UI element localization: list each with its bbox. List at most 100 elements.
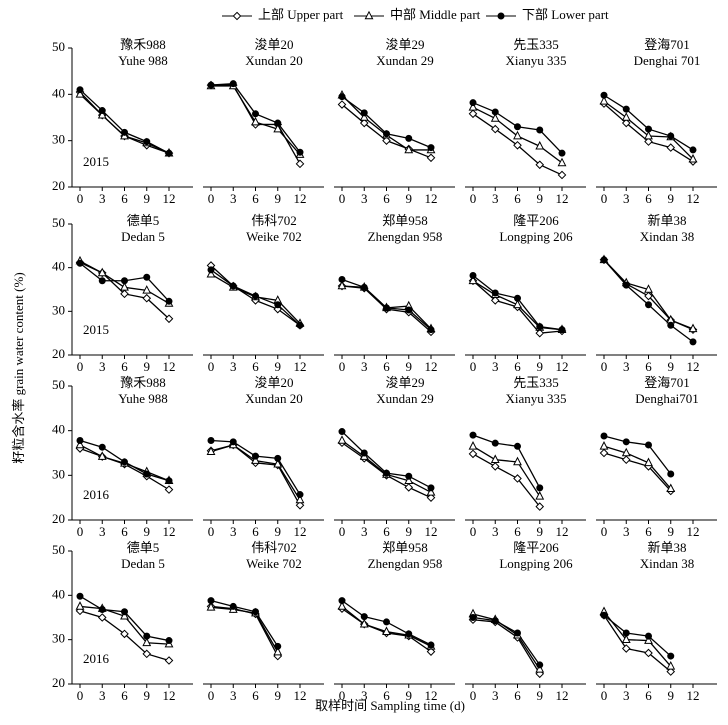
y-tick-label: 20	[52, 346, 65, 361]
x-tick-label: 3	[361, 524, 368, 539]
data-point	[252, 608, 259, 616]
legend-label: 中部 Middle part	[390, 7, 481, 22]
x-tick-label: 12	[163, 359, 176, 374]
data-point	[491, 439, 499, 447]
panel-title-cn: 浚单20	[254, 37, 293, 52]
x-tick-label: 0	[470, 688, 477, 703]
x-tick-label: 6	[121, 688, 128, 703]
data-point	[622, 438, 630, 446]
data-point	[490, 454, 500, 463]
panel-title-cn: 浚单29	[385, 375, 424, 390]
x-tick-label: 6	[252, 359, 259, 374]
x-tick-label: 0	[208, 191, 215, 206]
y-tick-label: 30	[52, 132, 65, 147]
series-line	[210, 606, 279, 653]
panel-title-cn: 新单38	[647, 213, 686, 228]
x-tick-label: 3	[492, 359, 499, 374]
x-tick-label: 12	[556, 359, 569, 374]
data-point	[622, 629, 630, 637]
x-tick-label: 3	[230, 359, 237, 374]
series-line	[472, 445, 541, 497]
x-tick-label: 0	[470, 191, 477, 206]
data-point	[621, 112, 631, 121]
data-point	[142, 293, 152, 303]
data-point	[382, 136, 391, 145]
panel-title-en: Dedan 5	[121, 229, 165, 244]
panel-title-en: Xianyu 335	[505, 391, 566, 406]
data-point	[296, 321, 304, 329]
x-tick-label: 9	[275, 688, 282, 703]
series-line	[472, 434, 541, 489]
x-tick-label: 0	[339, 524, 346, 539]
data-point	[207, 597, 215, 605]
panel-title-cn: 伟科702	[251, 540, 297, 555]
x-tick-label: 3	[99, 359, 106, 374]
data-point	[75, 601, 85, 610]
data-point	[121, 608, 128, 616]
data-point	[667, 321, 675, 329]
panel-title-en: Zhengdan 958	[368, 556, 443, 571]
series-line	[472, 616, 541, 666]
data-point	[252, 452, 259, 460]
x-tick-label: 12	[163, 688, 176, 703]
data-point	[535, 664, 545, 673]
data-point	[383, 130, 390, 138]
panel-title-en: Yuhe 988	[118, 391, 167, 406]
data-point	[229, 282, 237, 290]
data-point	[468, 102, 478, 111]
panel-title-cn: 伟科702	[251, 213, 297, 228]
data-point	[427, 144, 435, 152]
data-point	[405, 306, 413, 314]
x-tick-label: 12	[687, 359, 700, 374]
x-tick-label: 0	[601, 524, 608, 539]
data-point	[513, 474, 522, 483]
legend-marker	[364, 10, 374, 20]
data-point	[360, 109, 368, 117]
data-point	[667, 470, 675, 478]
y-tick-label: 40	[52, 85, 65, 100]
x-tick-label: 12	[425, 359, 438, 374]
x-tick-label: 9	[406, 191, 413, 206]
data-point	[121, 277, 128, 285]
data-point	[621, 447, 631, 457]
series-line	[603, 614, 672, 657]
data-point	[97, 267, 107, 277]
data-point	[273, 458, 283, 468]
data-point	[644, 291, 653, 301]
x-tick-label: 0	[601, 359, 608, 374]
panel-title-cn: 郑单958	[382, 213, 428, 228]
data-point	[143, 273, 151, 281]
data-point	[622, 105, 630, 113]
data-point	[164, 656, 174, 665]
x-tick-label: 3	[361, 191, 368, 206]
data-point	[296, 148, 304, 156]
y-tick-label: 40	[52, 422, 65, 437]
x-tick-label: 12	[425, 191, 438, 206]
data-point	[621, 118, 631, 128]
data-point	[621, 455, 631, 465]
data-point	[666, 660, 676, 670]
x-tick-label: 9	[275, 359, 282, 374]
panel-title-en: Xundan 29	[376, 391, 433, 406]
x-tick-label: 3	[623, 359, 630, 374]
data-point	[207, 266, 215, 274]
data-point	[536, 323, 544, 331]
y-tick-label: 20	[52, 178, 65, 193]
x-tick-label: 12	[163, 524, 176, 539]
data-point	[468, 275, 478, 285]
x-tick-label: 0	[208, 688, 215, 703]
x-tick-label: 9	[537, 688, 544, 703]
data-point	[689, 146, 697, 154]
data-point	[688, 153, 698, 163]
series-line	[472, 619, 541, 675]
data-point	[405, 630, 413, 638]
data-point	[469, 614, 477, 621]
data-point	[600, 91, 608, 99]
year-label: 2016	[83, 487, 110, 502]
data-point	[142, 285, 152, 294]
data-point	[404, 144, 414, 154]
data-point	[337, 280, 347, 290]
series-line	[79, 91, 170, 154]
y-tick-label: 50	[52, 542, 65, 557]
